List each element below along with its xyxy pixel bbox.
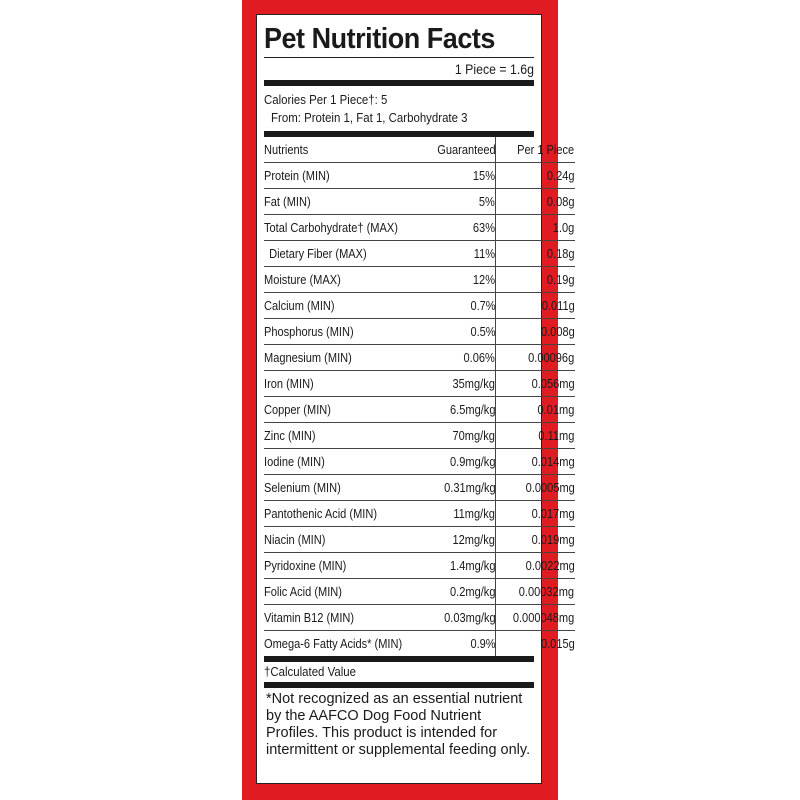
guaranteed-value: 0.31mg/kg <box>443 480 496 495</box>
table-row: Folic Acid (MIN) 0.2mg/kg 0.00032mg <box>264 578 575 605</box>
table-row: Calcium (MIN) 0.7% 0.011g <box>264 292 575 319</box>
table-row: Niacin (MIN) 12mg/kg 0.019mg <box>264 526 575 553</box>
table-row: Iodine (MIN) 0.9mg/kg 0.014mg <box>264 448 575 475</box>
nutrient-name: Vitamin B12 (MIN) <box>264 610 355 625</box>
table-row: Fat (MIN) 5% 0.08g <box>264 188 575 215</box>
guaranteed-value: 0.06% <box>463 350 496 365</box>
nutrient-name: Fat (MIN) <box>264 194 311 209</box>
per-piece-value: 0.056mg <box>531 376 575 391</box>
table-row: Pyridoxine (MIN) 1.4mg/kg 0.0022mg <box>264 552 575 579</box>
col-per-piece: Per 1 Piece <box>517 142 575 157</box>
thick-divider <box>264 80 534 86</box>
thick-divider <box>264 131 534 137</box>
thick-divider <box>264 682 534 688</box>
nutrient-name: Copper (MIN) <box>264 402 331 417</box>
nutrient-name: Calcium (MIN) <box>264 298 335 313</box>
per-piece-value: 0.0005mg <box>525 480 575 495</box>
guaranteed-value: 12mg/kg <box>452 532 496 547</box>
per-piece-value: 0.008g <box>540 324 575 339</box>
per-piece-value: 0.000048mg <box>513 610 575 625</box>
per-piece-value: 0.015g <box>540 636 575 651</box>
calories-line: Calories Per 1 Piece†: 5 <box>264 92 388 107</box>
nutrient-name: Iron (MIN) <box>264 376 314 391</box>
nutrient-name: Total Carbohydrate† (MAX) <box>264 220 398 235</box>
col-guaranteed: Guaranteed <box>436 142 496 157</box>
table-row: Dietary Fiber (MAX) 11% 0.18g <box>264 240 575 267</box>
nutrient-name: Magnesium (MIN) <box>264 350 352 365</box>
label-title: Pet Nutrition Facts <box>264 23 495 55</box>
guaranteed-value: 0.9% <box>470 636 496 651</box>
table-row: Phosphorus (MIN) 0.5% 0.008g <box>264 318 575 345</box>
per-piece-value: 0.00096g <box>528 350 575 365</box>
per-piece-value: 0.017mg <box>531 506 575 521</box>
table-row: Vitamin B12 (MIN) 0.03mg/kg 0.000048mg <box>264 604 575 631</box>
thick-divider <box>264 656 534 662</box>
guaranteed-value: 70mg/kg <box>452 428 496 443</box>
table-row: Omega-6 Fatty Acids* (MIN) 0.9% 0.015g <box>264 630 575 656</box>
guaranteed-value: 11mg/kg <box>453 506 496 521</box>
guaranteed-value: 0.9mg/kg <box>449 454 496 469</box>
guaranteed-value: 15% <box>473 168 496 183</box>
guaranteed-value: 63% <box>473 220 496 235</box>
nutrient-name: Moisture (MAX) <box>264 272 341 287</box>
guaranteed-value: 12% <box>473 272 496 287</box>
serving-size: 1 Piece = 1.6g <box>454 61 534 77</box>
table-row: Total Carbohydrate† (MAX) 63% 1.0g <box>264 214 575 241</box>
nutrient-name: Folic Acid (MIN) <box>264 584 342 599</box>
per-piece-value: 0.011g <box>541 298 575 313</box>
per-piece-value: 0.014mg <box>531 454 575 469</box>
nutrient-name: Phosphorus (MIN) <box>264 324 354 339</box>
guaranteed-value: 0.5% <box>470 324 496 339</box>
guaranteed-value: 0.03mg/kg <box>443 610 496 625</box>
guaranteed-value: 5% <box>479 194 496 209</box>
footnote-calculated: †Calculated Value <box>264 664 357 679</box>
nutrient-name: Dietary Fiber (MAX) <box>269 246 367 261</box>
per-piece-value: 0.019mg <box>531 532 575 547</box>
per-piece-value: 0.24g <box>546 168 575 183</box>
nutrient-name: Protein (MIN) <box>264 168 330 183</box>
table-row: Protein (MIN) 15% 0.24g <box>264 162 575 189</box>
nutrient-name: Pantothenic Acid (MIN) <box>264 506 378 521</box>
per-piece-value: 0.0022mg <box>525 558 575 573</box>
nutrient-table: Nutrients Guaranteed Per 1 Piece Protein… <box>264 137 575 656</box>
table-row: Iron (MIN) 35mg/kg 0.056mg <box>264 370 575 397</box>
divider <box>264 57 534 58</box>
per-piece-value: 0.08g <box>546 194 575 209</box>
guaranteed-value: 11% <box>473 246 496 261</box>
table-row: Copper (MIN) 6.5mg/kg 0.01mg <box>264 396 575 423</box>
guaranteed-value: 0.2mg/kg <box>449 584 496 599</box>
per-piece-value: 0.19g <box>546 272 575 287</box>
nutrient-name: Pyridoxine (MIN) <box>264 558 347 573</box>
nutrient-name: Niacin (MIN) <box>264 532 326 547</box>
table-header: Nutrients Guaranteed Per 1 Piece <box>264 137 575 163</box>
table-row: Magnesium (MIN) 0.06% 0.00096g <box>264 344 575 371</box>
per-piece-value: 1.0g <box>552 220 575 235</box>
table-row: Moisture (MAX) 12% 0.19g <box>264 266 575 293</box>
nutrient-name: Omega-6 Fatty Acids* (MIN) <box>264 636 403 651</box>
nutrient-name: Iodine (MIN) <box>264 454 325 469</box>
table-row: Pantothenic Acid (MIN) 11mg/kg 0.017mg <box>264 500 575 527</box>
per-piece-value: 0.11mg <box>538 428 575 443</box>
guaranteed-value: 35mg/kg <box>452 376 496 391</box>
table-row: Zinc (MIN) 70mg/kg 0.11mg <box>264 422 575 449</box>
per-piece-value: 0.01mg <box>537 402 575 417</box>
guaranteed-value: 0.7% <box>470 298 496 313</box>
col-nutrients: Nutrients <box>264 142 309 157</box>
nutrient-name: Selenium (MIN) <box>264 480 341 495</box>
guaranteed-value: 1.4mg/kg <box>449 558 496 573</box>
table-row: Selenium (MIN) 0.31mg/kg 0.0005mg <box>264 474 575 501</box>
footnote-aafco: *Not recognized as an essential nutrient… <box>266 691 531 758</box>
nutrient-name: Zinc (MIN) <box>264 428 316 443</box>
per-piece-value: 0.00032mg <box>519 584 575 599</box>
calories-from: From: Protein 1, Fat 1, Carbohydrate 3 <box>271 110 468 125</box>
per-piece-value: 0.18g <box>546 246 575 261</box>
nutrition-panel: Pet Nutrition Facts 1 Piece = 1.6g Calor… <box>256 14 575 784</box>
guaranteed-value: 6.5mg/kg <box>449 402 496 417</box>
